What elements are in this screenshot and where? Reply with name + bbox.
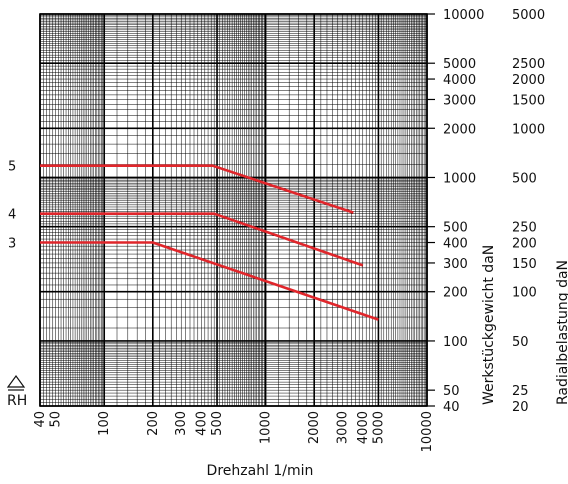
y-right-tick-label: 20: [512, 400, 529, 415]
plot-frame: [39, 13, 428, 407]
x-tick-label: 2000: [307, 411, 322, 444]
y-left-tick-label: 5000: [443, 57, 476, 72]
y-left-axis-title: Werkstückgewicht daN: [481, 245, 497, 405]
series-label-5: 5: [8, 160, 16, 175]
y-right-tick-label: 200: [512, 237, 537, 252]
y-right-tick-label: 1500: [512, 93, 545, 108]
triangle-icon: [6, 374, 26, 388]
y-right-tick-label: 500: [512, 171, 537, 186]
grid-minor: [39, 13, 428, 407]
y-left-tick-label: 400: [443, 237, 468, 252]
rh-marker: RH: [6, 374, 27, 409]
x-tick-label: 300: [174, 411, 189, 436]
y-left-tick-label: 300: [443, 257, 468, 272]
y-left-tick-label: 3000: [443, 93, 476, 108]
y-right-tick-label: 100: [512, 286, 537, 301]
y-right-tick-label: 5000: [512, 8, 545, 23]
y-right-tick-label: 250: [512, 221, 537, 236]
x-tick-label: 200: [146, 411, 161, 436]
x-tick-label: 40: [33, 411, 48, 428]
y-right-axis-title: Radialbelastung daN: [555, 260, 568, 405]
x-tick-label: 100: [97, 411, 112, 436]
y-left-tick-label: 200: [443, 286, 468, 301]
y-left-tick-label: 500: [443, 221, 468, 236]
y-right-tick-label: 2000: [512, 73, 545, 88]
series-labels: 5 4 3: [8, 160, 16, 252]
y-right-tick-label: 150: [512, 257, 537, 272]
x-tick-label: 500: [210, 411, 225, 436]
x-tick-label: 10000: [420, 411, 435, 452]
x-tick-label: 4000: [356, 411, 371, 444]
series-line-5: [40, 164, 354, 214]
x-tick-label: 50: [49, 411, 64, 428]
y-left-tick-label: 2000: [443, 122, 476, 137]
y-left-tick-label: 50: [443, 384, 460, 399]
y-left-tick-label: 1000: [443, 171, 476, 186]
y-left-tick-label: 40: [443, 400, 460, 415]
series-line-4: [40, 212, 364, 267]
x-tick-label: 400: [194, 411, 209, 436]
y-right-tick-label: 25: [512, 384, 529, 399]
x-tick-label: 3000: [336, 411, 351, 444]
series-label-3: 3: [8, 237, 16, 252]
grid-major: [39, 13, 435, 407]
y-left-tick-label: 100: [443, 335, 468, 350]
y-right-tick-label: 50: [512, 335, 529, 350]
series-layer: [40, 164, 379, 321]
x-tick-labels: 40 50 100 200 300 400 500 1000 2000 3000 4000 5000 1…: [33, 411, 435, 452]
y-right-tick-label: 2500: [512, 57, 545, 72]
x-axis-title: Drehzahl 1/min: [207, 463, 314, 479]
y-right-tick-label: 1000: [512, 122, 545, 137]
series-label-4: 4: [8, 208, 16, 223]
x-tick-label: 5000: [371, 411, 386, 444]
x-tick-label: 1000: [259, 411, 274, 444]
rh-label: RH: [7, 393, 27, 409]
y-left-tick-label: 10000: [443, 8, 484, 23]
y-left-tick-label: 4000: [443, 73, 476, 88]
series-line-3: [40, 241, 379, 321]
